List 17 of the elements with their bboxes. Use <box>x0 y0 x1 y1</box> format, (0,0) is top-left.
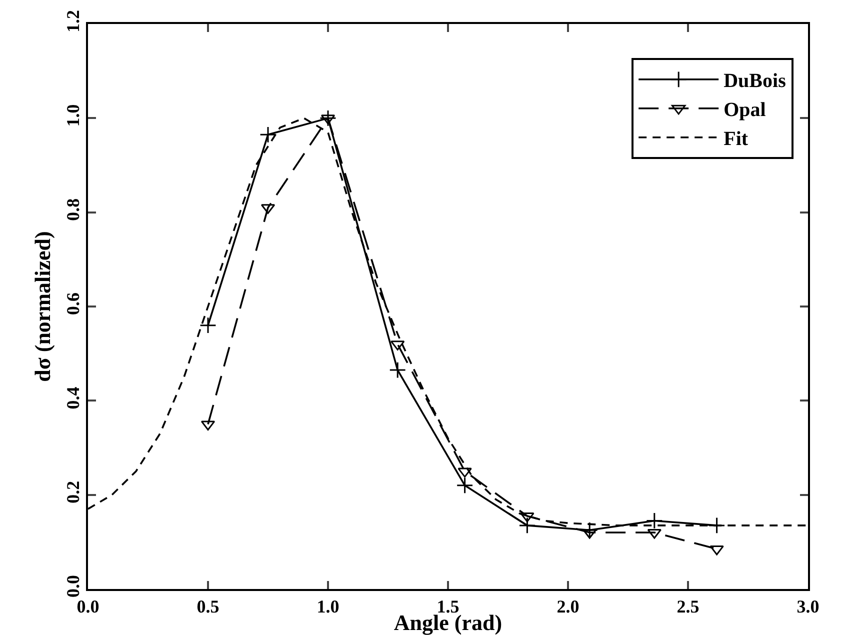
x-tick-label: 0.0 <box>76 596 100 617</box>
x-tick-label: 3.0 <box>796 596 820 617</box>
y-tick-label: 1.2 <box>62 10 83 33</box>
x-tick-label: 1.0 <box>316 596 340 617</box>
y-tick-label: 0.6 <box>62 292 83 316</box>
x-tick-label: 0.5 <box>196 596 220 617</box>
y-tick-label: 0.2 <box>62 480 83 504</box>
y-tick-label: 0.0 <box>62 575 83 598</box>
y-tick-label: 0.4 <box>62 386 83 410</box>
legend-label: Opal <box>724 99 766 122</box>
x-tick-label: 2.0 <box>556 596 580 617</box>
x-tick-label: 2.5 <box>676 596 700 617</box>
y-tick-label: 1.0 <box>62 104 83 127</box>
y-tick-label: 0.8 <box>62 198 83 221</box>
y-axis-title: dσ (normalized) <box>30 231 56 382</box>
legend-label: Fit <box>724 128 748 150</box>
legend-label: DuBois <box>724 70 786 92</box>
